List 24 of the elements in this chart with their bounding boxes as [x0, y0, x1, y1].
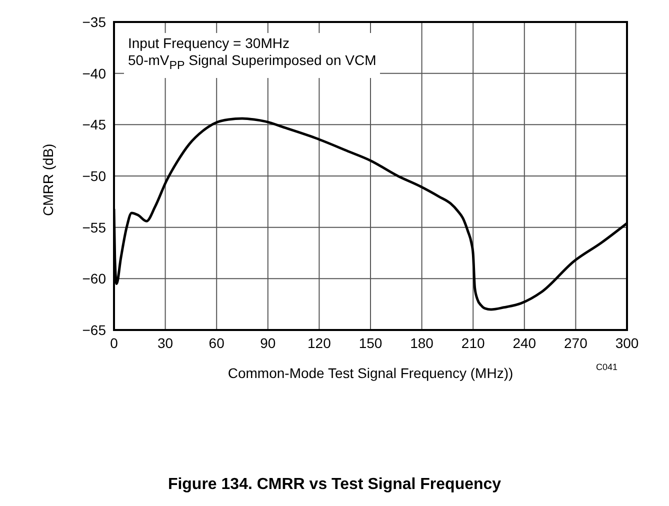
text: Figure 134. CMRR vs Test Signal Frequency — [166, 476, 502, 494]
x-tick-label: 240 — [512, 334, 536, 351]
text: C041 — [596, 362, 618, 372]
y-tick-label: −65 — [82, 322, 106, 338]
x-axis-title: Common-Mode Test Signal Frequency (MHz)) — [228, 365, 514, 381]
x-tick-label: 210 — [461, 334, 485, 351]
y-axis-title: CMRR (dB) — [40, 144, 56, 216]
annotation: 50-mV$_{PP}$ Signal Superimposed on VCM — [128, 52, 376, 74]
y-tick-label: −60 — [82, 270, 106, 287]
y-tick-label: −40 — [82, 65, 106, 82]
x-tick-label: 30 — [158, 334, 174, 351]
x-tick-label: 0 — [110, 334, 118, 351]
x-tick-label: 180 — [410, 334, 434, 351]
x-tick-label: 120 — [308, 334, 332, 351]
x-tick-label: 90 — [260, 334, 276, 351]
x-tick-label: 60 — [208, 334, 225, 351]
x-tick-label: 300 — [615, 334, 639, 351]
y-tick-label: −50 — [82, 168, 106, 184]
y-tick-label: −45 — [82, 116, 106, 133]
x-tick-label: 150 — [358, 334, 382, 351]
y-tick-label: −55 — [82, 219, 106, 236]
annotation: Input Frequency = 30MHz — [128, 35, 290, 52]
y-tick-label: −35 — [82, 14, 106, 30]
x-tick-label: 270 — [564, 334, 588, 351]
